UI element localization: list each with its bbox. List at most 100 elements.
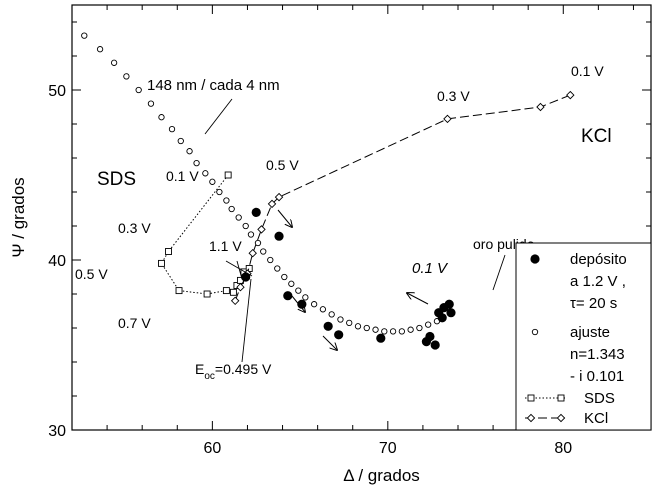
data-point: [337, 316, 344, 323]
leader-line: [236, 260, 243, 280]
series-3: [230, 90, 575, 306]
data-point: [203, 290, 211, 298]
data-point: [334, 330, 344, 340]
data-point: [165, 248, 172, 255]
data-point: [354, 323, 362, 330]
data-point: [425, 331, 435, 342]
data-point: [444, 299, 454, 309]
annotation: KCl: [581, 126, 612, 147]
data-point: [224, 171, 232, 179]
data-point: [346, 319, 353, 327]
data-point: [147, 100, 155, 107]
data-point: [295, 287, 302, 294]
legend-box: [515, 242, 652, 431]
data-point: [251, 207, 261, 217]
annotation-subscript: oc: [204, 371, 215, 382]
data-point: [230, 296, 240, 306]
data-point: [372, 326, 379, 333]
data-point: [248, 248, 257, 258]
data-point: [267, 199, 277, 209]
data-point: [123, 73, 130, 80]
data-point: [302, 294, 309, 301]
data-point: [216, 188, 223, 196]
direction-arrow: [322, 335, 337, 350]
data-point: [274, 265, 281, 272]
annotation: 0.5 V: [75, 266, 108, 282]
data-point: [363, 324, 370, 332]
data-point: [274, 192, 284, 202]
data-point: [168, 125, 176, 133]
x-axis-label: Δ / grados: [343, 466, 420, 485]
annotation: 1.1 V: [209, 238, 242, 254]
legend-label: n=1.343: [570, 346, 625, 363]
data-point: [228, 205, 235, 213]
legend-marker: [530, 254, 540, 264]
data-point: [319, 306, 327, 313]
annotation: 148 nm / cada 4 nm: [147, 77, 280, 94]
legend-label: τ= 20 s: [570, 295, 617, 312]
direction-arrow: [407, 293, 429, 305]
x-tick-label: 70: [379, 440, 397, 457]
annotation: 0.1 V: [412, 260, 449, 277]
data-point: [247, 231, 255, 238]
data-point: [241, 272, 251, 282]
data-point: [254, 239, 262, 247]
data-point: [236, 282, 245, 292]
leader-line: [241, 278, 252, 363]
y-tick-label: 50: [48, 83, 66, 100]
annotation-suffix: =0.495 V: [215, 361, 272, 377]
data-point: [222, 287, 230, 295]
direction-arrow: [277, 209, 292, 227]
legend-label: ajuste: [570, 324, 610, 341]
annotation: 0.1 V: [166, 168, 199, 184]
leader-line: [492, 254, 506, 291]
direction-arrow: [291, 295, 305, 312]
legend-label: SDS: [584, 390, 615, 407]
annotations-layer: 148 nm / cada 4 nm 0.1 V 0.3 V 0.5 V 0.7 V 1.…: [75, 63, 612, 382]
legend-label: a 1.2 V ,: [570, 273, 626, 290]
data-point: [323, 321, 333, 331]
data-point: [135, 86, 142, 94]
data-point: [177, 137, 184, 145]
annotation: 0.1 V: [571, 63, 604, 79]
data-point: [398, 328, 406, 335]
data-point: [376, 333, 386, 343]
data-point: [267, 256, 274, 264]
data-point: [389, 328, 397, 335]
data-point: [416, 324, 423, 332]
annotation: 0.5 V: [266, 157, 299, 173]
data-point: [186, 148, 193, 155]
legend-marker: [526, 413, 536, 423]
y-tick-label: 30: [48, 423, 66, 440]
annotation-base: E: [195, 361, 204, 377]
legend-label: depósito: [570, 251, 627, 268]
data-point: [328, 311, 335, 318]
data-point: [425, 321, 432, 328]
data-point: [283, 291, 293, 301]
data-point: [158, 114, 165, 121]
series-0: [241, 207, 456, 350]
data-point: [209, 178, 216, 185]
data-point: [274, 231, 284, 241]
annotation: 0.3 V: [437, 88, 470, 104]
data-point: [158, 259, 165, 267]
legend-marker: [556, 413, 566, 423]
annotation: 0.7 V: [118, 315, 151, 331]
y-axis-label: Ψ / grados: [9, 177, 28, 257]
legend-marker: [527, 394, 535, 402]
data-point: [229, 288, 237, 296]
axes: 60 70 80 30 40 50 Δ / grados Ψ / grados: [9, 4, 652, 485]
data-point: [193, 159, 200, 167]
data-point: [437, 313, 447, 323]
data-point: [235, 214, 242, 221]
data-point: [81, 32, 88, 39]
data-point: [310, 301, 318, 308]
y-tick-label: 40: [48, 253, 66, 270]
legend-label: - i 0.101: [570, 368, 624, 385]
data-point: [242, 222, 249, 230]
legend-marker: [531, 328, 539, 336]
legend: depósito a 1.2 V , τ= 20 s ajuste n=1.343 - i…: [515, 242, 652, 431]
series-2: [158, 171, 253, 298]
data-point: [96, 46, 104, 53]
